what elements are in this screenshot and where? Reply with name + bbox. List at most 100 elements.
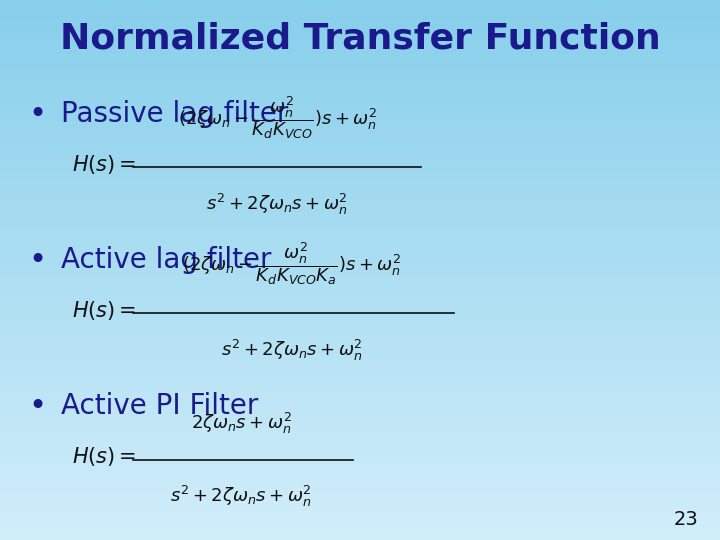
Bar xyxy=(0,105,720,108)
Bar xyxy=(0,297,720,300)
Bar xyxy=(0,356,720,359)
Bar xyxy=(0,135,720,138)
Bar xyxy=(0,310,720,313)
Bar xyxy=(0,270,720,273)
Bar xyxy=(0,186,720,189)
Bar xyxy=(0,464,720,467)
Bar xyxy=(0,116,720,119)
Bar xyxy=(0,94,720,97)
Bar xyxy=(0,324,720,327)
Bar xyxy=(0,448,720,451)
Bar xyxy=(0,494,720,497)
Bar xyxy=(0,316,720,319)
Bar xyxy=(0,526,720,529)
Bar xyxy=(0,22,720,24)
Text: $H(s) = $: $H(s) = $ xyxy=(72,445,136,468)
Bar xyxy=(0,421,720,424)
Bar xyxy=(0,346,720,348)
Bar xyxy=(0,508,720,510)
Text: 23: 23 xyxy=(674,510,698,529)
Bar xyxy=(0,327,720,329)
Bar xyxy=(0,454,720,456)
Bar xyxy=(0,54,720,57)
Bar xyxy=(0,518,720,521)
Bar xyxy=(0,221,720,224)
Bar xyxy=(0,140,720,143)
Bar xyxy=(0,265,720,267)
Bar xyxy=(0,354,720,356)
Bar xyxy=(0,100,720,103)
Text: Active PI Filter: Active PI Filter xyxy=(61,392,258,420)
Bar xyxy=(0,332,720,335)
Bar xyxy=(0,211,720,213)
Bar xyxy=(0,256,720,259)
Bar xyxy=(0,521,720,524)
Bar xyxy=(0,410,720,413)
Bar xyxy=(0,49,720,51)
Bar xyxy=(0,375,720,378)
Bar xyxy=(0,189,720,192)
Bar xyxy=(0,208,720,211)
Text: •: • xyxy=(29,392,47,421)
Bar xyxy=(0,165,720,167)
Bar xyxy=(0,338,720,340)
Bar xyxy=(0,130,720,132)
Bar xyxy=(0,275,720,278)
Bar xyxy=(0,14,720,16)
Text: Active lag filter: Active lag filter xyxy=(61,246,271,274)
Bar xyxy=(0,535,720,537)
Bar xyxy=(0,108,720,111)
Bar xyxy=(0,435,720,437)
Bar xyxy=(0,78,720,81)
Bar xyxy=(0,502,720,505)
Bar xyxy=(0,294,720,297)
Bar xyxy=(0,19,720,22)
Bar xyxy=(0,24,720,27)
Bar xyxy=(0,437,720,440)
Bar xyxy=(0,340,720,343)
Bar xyxy=(0,456,720,459)
Bar xyxy=(0,389,720,392)
Bar xyxy=(0,281,720,284)
Bar xyxy=(0,51,720,54)
Bar xyxy=(0,159,720,162)
Bar xyxy=(0,432,720,435)
Bar xyxy=(0,510,720,513)
Bar xyxy=(0,16,720,19)
Bar xyxy=(0,440,720,443)
Text: Normalized Transfer Function: Normalized Transfer Function xyxy=(60,22,660,56)
Bar xyxy=(0,443,720,445)
Bar xyxy=(0,505,720,508)
Bar xyxy=(0,154,720,157)
Bar xyxy=(0,238,720,240)
Bar xyxy=(0,103,720,105)
Text: $(2\zeta\omega_n - \dfrac{\omega_n^2}{K_d K_{VCO} K_a})s + \omega_n^2$: $(2\zeta\omega_n - \dfrac{\omega_n^2}{K_… xyxy=(182,240,401,287)
Bar xyxy=(0,213,720,216)
Bar xyxy=(0,292,720,294)
Bar xyxy=(0,113,720,116)
Bar xyxy=(0,348,720,351)
Bar xyxy=(0,200,720,202)
Text: $H(s) = $: $H(s) = $ xyxy=(72,153,136,176)
Bar xyxy=(0,232,720,235)
Text: Passive lag filter: Passive lag filter xyxy=(61,100,289,128)
Bar xyxy=(0,192,720,194)
Bar xyxy=(0,27,720,30)
Bar xyxy=(0,259,720,262)
Bar xyxy=(0,251,720,254)
Bar xyxy=(0,537,720,540)
Bar xyxy=(0,373,720,375)
Bar xyxy=(0,381,720,383)
Bar xyxy=(0,429,720,432)
Bar xyxy=(0,167,720,170)
Bar xyxy=(0,302,720,305)
Bar xyxy=(0,351,720,354)
Bar xyxy=(0,513,720,516)
Bar xyxy=(0,243,720,246)
Bar xyxy=(0,427,720,429)
Bar xyxy=(0,235,720,238)
Bar xyxy=(0,119,720,122)
Bar xyxy=(0,486,720,489)
Bar xyxy=(0,8,720,11)
Bar xyxy=(0,202,720,205)
